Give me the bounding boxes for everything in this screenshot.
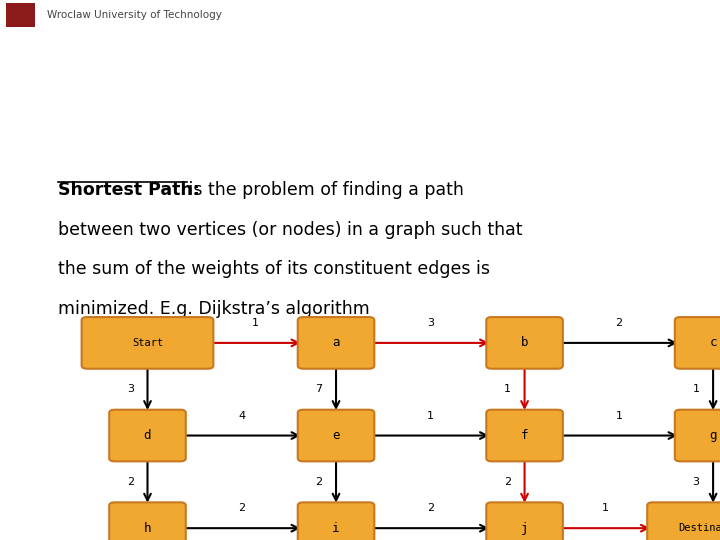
Text: the sum of the weights of its constituent edges is: the sum of the weights of its constituen… bbox=[58, 260, 490, 278]
Text: Start: Start bbox=[132, 338, 163, 348]
Text: 2: 2 bbox=[127, 477, 134, 487]
FancyBboxPatch shape bbox=[486, 410, 563, 461]
Text: c: c bbox=[709, 336, 717, 349]
FancyBboxPatch shape bbox=[109, 410, 186, 461]
Text: 2: 2 bbox=[427, 503, 434, 513]
Text: 1: 1 bbox=[504, 384, 510, 394]
Text: 2: 2 bbox=[238, 503, 246, 513]
Text: 3: 3 bbox=[693, 477, 699, 487]
Text: b: b bbox=[521, 336, 528, 349]
Text: 1: 1 bbox=[693, 384, 699, 394]
Text: 2: 2 bbox=[315, 477, 323, 487]
FancyBboxPatch shape bbox=[486, 502, 563, 540]
Text: Graph Operations (2): Graph Operations (2) bbox=[47, 78, 395, 106]
FancyBboxPatch shape bbox=[298, 502, 374, 540]
Text: 4: 4 bbox=[238, 410, 246, 421]
FancyBboxPatch shape bbox=[675, 410, 720, 461]
Text: 3: 3 bbox=[127, 384, 134, 394]
Text: between two vertices (or nodes) in a graph such that: between two vertices (or nodes) in a gra… bbox=[58, 221, 522, 239]
FancyBboxPatch shape bbox=[81, 317, 213, 369]
Text: 2: 2 bbox=[504, 477, 511, 487]
FancyBboxPatch shape bbox=[486, 317, 563, 369]
FancyBboxPatch shape bbox=[647, 502, 720, 540]
Text: Destination: Destination bbox=[679, 523, 720, 533]
Text: 1: 1 bbox=[616, 410, 622, 421]
Text: i: i bbox=[333, 522, 340, 535]
Text: 7: 7 bbox=[315, 384, 323, 394]
FancyBboxPatch shape bbox=[109, 502, 186, 540]
Text: 1: 1 bbox=[601, 503, 608, 513]
Text: a: a bbox=[333, 336, 340, 349]
FancyBboxPatch shape bbox=[675, 317, 720, 369]
Text: h: h bbox=[144, 522, 151, 535]
Text: 1: 1 bbox=[252, 318, 259, 328]
FancyBboxPatch shape bbox=[298, 410, 374, 461]
Text: Wroclaw University of Technology: Wroclaw University of Technology bbox=[47, 10, 222, 20]
FancyBboxPatch shape bbox=[6, 3, 35, 26]
Text: f: f bbox=[521, 429, 528, 442]
Text: Shortest Path:: Shortest Path: bbox=[58, 181, 199, 199]
Text: j: j bbox=[521, 522, 528, 535]
Text: minimized. E.g. Dijkstra’s algorithm: minimized. E.g. Dijkstra’s algorithm bbox=[58, 300, 369, 318]
Text: 2: 2 bbox=[616, 318, 622, 328]
FancyBboxPatch shape bbox=[298, 317, 374, 369]
Text: 3: 3 bbox=[427, 318, 434, 328]
Text: 1: 1 bbox=[427, 410, 434, 421]
Text: g: g bbox=[709, 429, 717, 442]
Text: is the problem of finding a path: is the problem of finding a path bbox=[184, 181, 464, 199]
Text: e: e bbox=[333, 429, 340, 442]
Text: d: d bbox=[144, 429, 151, 442]
